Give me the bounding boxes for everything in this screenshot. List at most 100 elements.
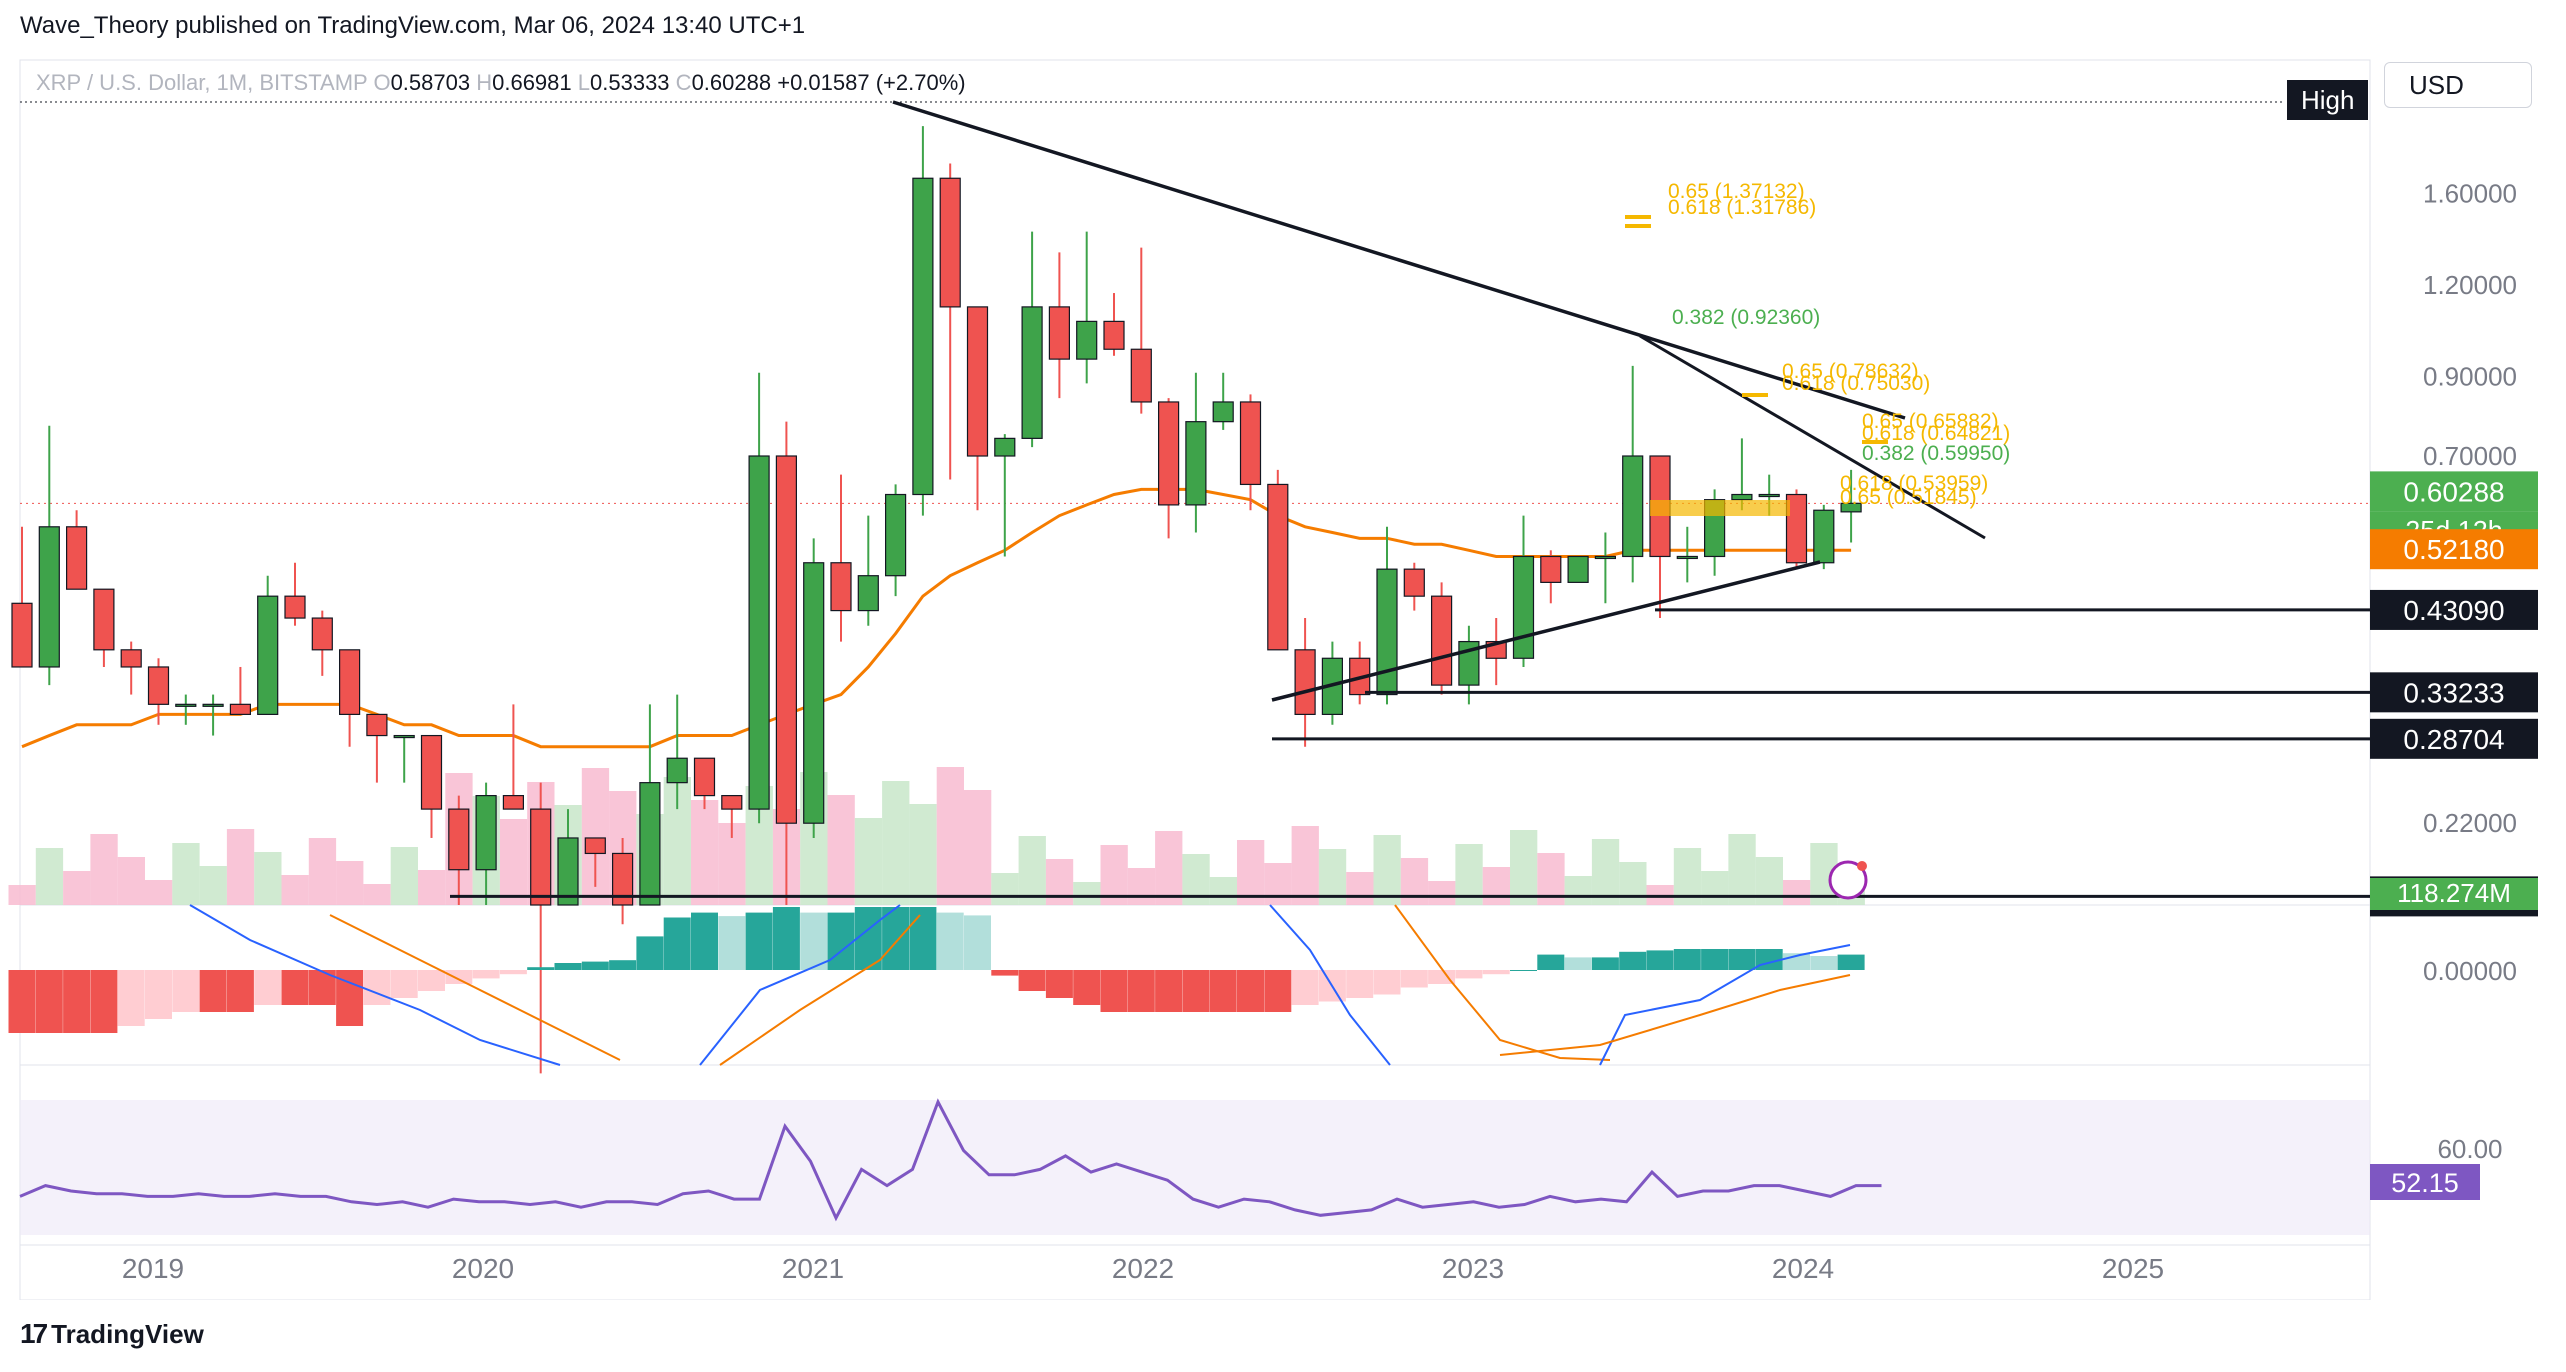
volume-bar: [117, 857, 145, 905]
inner-descending-trendline: [1639, 334, 1986, 540]
macd-bar: [445, 970, 473, 984]
volume-bar: [1591, 839, 1620, 905]
candle-body: [857, 575, 879, 612]
macd-line-2: [699, 904, 901, 1066]
volume-bar: [199, 866, 227, 905]
candle-body: [1267, 483, 1289, 651]
fib-label: 0.65 (1.37132): [1668, 180, 1805, 203]
volume-bar: [308, 838, 337, 905]
candle-body: [420, 734, 443, 810]
fib-bar-2: [1625, 224, 1651, 228]
symbol-label[interactable]: XRP / U.S. Dollar, 1M, BITSTAMP: [36, 70, 368, 95]
candle-body: [1157, 401, 1180, 506]
candle-body: [693, 757, 716, 797]
macd-bar: [1537, 954, 1565, 970]
macd-bar: [418, 970, 445, 991]
candle-body: [666, 757, 688, 784]
macd-bar: [281, 970, 309, 1005]
macd-bar: [90, 970, 118, 1033]
candle-body: [1430, 595, 1453, 686]
fib-label: 0.65 (0.78632): [1782, 360, 1919, 383]
candle-body: [1185, 421, 1207, 506]
candle-body: [1540, 555, 1562, 583]
macd-zero-label: 0.00000: [2423, 956, 2517, 986]
candle-body: [1840, 502, 1862, 513]
volume-bar: [1701, 871, 1729, 905]
time-axis-label: 2019: [122, 1253, 184, 1284]
support-tag-3-bg: [2370, 718, 2538, 759]
macd-line: [189, 904, 561, 1066]
currency-button[interactable]: USD: [2384, 62, 2532, 108]
rsi-level-label: 60.00: [2437, 1134, 2502, 1164]
volume-bar: [8, 885, 36, 905]
candles-layer: [11, 126, 1862, 1074]
fib-label: 0.382 (0.92360): [1672, 306, 1820, 329]
fib-bar-3: [1742, 393, 1768, 397]
macd-bar: [936, 912, 964, 970]
macd-bar: [1810, 956, 1838, 970]
volume-bar: [936, 767, 964, 905]
volume-bar: [1564, 876, 1592, 905]
footer-brand[interactable]: 17 TradingView: [20, 1318, 204, 1350]
descending-trendline: [892, 100, 1906, 420]
volume-bar: [172, 843, 200, 905]
volume-bar: [226, 829, 255, 905]
candle-body: [939, 177, 961, 308]
macd-bar: [1510, 970, 1537, 971]
fib-label: 0.382 (0.59950): [1862, 442, 2010, 465]
time-axis-label: 2020: [452, 1253, 514, 1284]
price-axis-label: 0.90000: [2423, 361, 2517, 391]
macd-bar: [1591, 957, 1619, 970]
candle-body: [65, 526, 88, 590]
macd-bar: [1100, 970, 1128, 1012]
candle-body: [93, 588, 115, 651]
volume-bar: [882, 781, 910, 905]
macd-bar: [1264, 970, 1292, 1012]
macd-bar: [1482, 970, 1510, 975]
macd-signal-line: [329, 914, 621, 1061]
macd-bar: [745, 912, 773, 970]
volume-bar: [63, 871, 91, 905]
time-axis-label: 2023: [1442, 1253, 1504, 1284]
candle-body: [1758, 493, 1780, 498]
fib-bar-1: [1625, 215, 1651, 219]
candle-body: [912, 177, 934, 496]
macd-bar: [1373, 970, 1401, 995]
macd-bar: [909, 907, 937, 970]
price-axis-label: 1.20000: [2423, 270, 2517, 300]
macd-bar: [363, 970, 391, 1005]
macd-bar: [609, 960, 637, 970]
macd-bar: [991, 970, 1019, 976]
rsi-tag-bg: [2370, 1164, 2480, 1200]
volume-bar: [1237, 840, 1265, 905]
macd-bar: [691, 912, 718, 970]
macd-bar: [1155, 970, 1183, 1012]
macd-bar: [8, 970, 36, 1033]
open-value: 0.58703: [390, 70, 471, 95]
volume-bar: [1783, 880, 1811, 905]
macd-bar: [636, 936, 664, 970]
candle-body: [884, 493, 907, 577]
macd-bar: [1400, 970, 1428, 988]
macd-histogram: [8, 907, 1865, 1033]
macd-bar: [145, 970, 172, 1019]
ma-price-tag-bg: [2370, 529, 2538, 570]
volume-bar: [1264, 863, 1292, 905]
candle-body: [339, 649, 361, 716]
fib-label: 0.65 (0.51845): [1840, 486, 1977, 509]
volume-bar: [390, 847, 418, 905]
candle-body: [1512, 555, 1535, 659]
change-value: +0.01587 (+2.70%): [777, 70, 966, 95]
candle-body: [748, 455, 770, 810]
candle-body: [175, 703, 197, 707]
candle-body: [994, 437, 1016, 457]
candle-body: [311, 617, 333, 651]
macd-bar: [1346, 970, 1374, 998]
candle-body: [1376, 568, 1398, 696]
price-chart[interactable]: 0.65 (1.37132)0.618 (1.31786) 0.382 (0.92…: [0, 0, 2566, 1300]
macd-bar: [254, 970, 282, 1005]
macd-bar: [800, 912, 828, 970]
candle-body: [584, 837, 606, 855]
rsi-line: [19, 1098, 1882, 1222]
volume-bar: [499, 819, 528, 905]
